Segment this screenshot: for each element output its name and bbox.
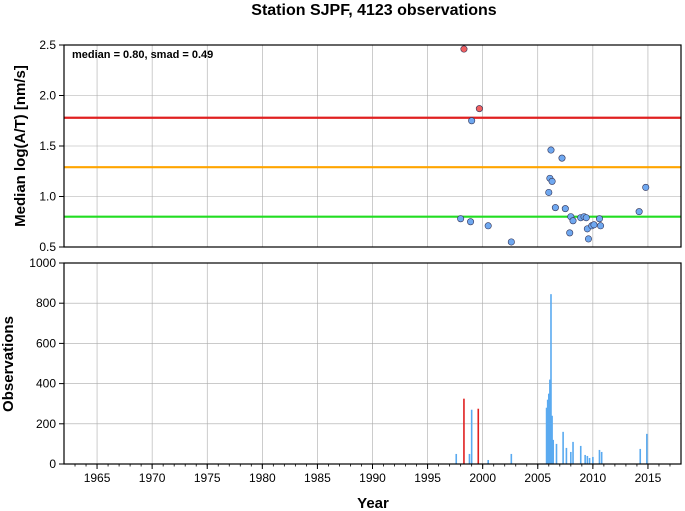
observation-bar [639, 448, 642, 464]
observation-bar [510, 453, 513, 464]
scatter-point [548, 177, 556, 185]
x-tick-label: 2005 [524, 471, 551, 485]
observation-bar [552, 439, 554, 464]
x-tick-label: 1985 [304, 471, 331, 485]
x-tick-label: 1990 [359, 471, 386, 485]
scatter-point [595, 215, 603, 223]
scatter-point [545, 188, 553, 196]
observation-bar [470, 409, 473, 464]
observation-bar [579, 445, 582, 464]
observation-bar [598, 449, 601, 464]
x-tick-label: 2000 [469, 471, 496, 485]
scatter-point [569, 217, 577, 225]
top-ylabel: Median log(A/T) [nm/s] [12, 65, 29, 227]
scatter-point [507, 238, 515, 246]
observation-bar [646, 433, 648, 464]
observation-bar [455, 453, 458, 464]
x-tick-label: 1975 [194, 471, 221, 485]
observation-bar [550, 294, 552, 464]
bottom-y-tick-label: 400 [36, 377, 56, 391]
bottom-bars [455, 294, 648, 464]
bottom-grid [64, 262, 681, 465]
scatter-point [642, 183, 650, 191]
scatter-point [566, 229, 574, 237]
scatter-point [475, 105, 483, 113]
scatter-point [484, 222, 492, 230]
observation-bar [545, 407, 548, 464]
x-tick-label: 1965 [84, 471, 111, 485]
bottom-xticks: 1965 1970 1975 1980 1985 1990 1995 2000 2005 2010… [74, 464, 671, 485]
top-panel: 0.5 1.0 1.5 2.0 2.5 median = 0.80, smad = 0.… [12, 38, 682, 254]
x-tick-label: 1980 [249, 471, 276, 485]
bottom-y-tick-label: 1000 [29, 256, 56, 270]
observation-bar [592, 456, 594, 464]
scatter-point [561, 205, 569, 213]
bottom-y-tick-label: 200 [36, 417, 56, 431]
observation-bar [562, 431, 564, 464]
scatter-point [597, 222, 605, 230]
observation-bar [565, 447, 568, 464]
x-tick-label: 2015 [635, 471, 662, 485]
observation-bar [477, 408, 480, 464]
x-tick-label: 2010 [580, 471, 607, 485]
chart-title: Station SJPF, 4123 observations [251, 2, 497, 19]
scatter-point [558, 154, 566, 162]
scatter-point [590, 221, 598, 229]
observation-bar [551, 415, 553, 464]
top-yticks: 0.5 1.0 1.5 2.0 2.5 [39, 38, 64, 254]
top-y-tick-label: 2.0 [39, 89, 56, 103]
scatter-point [468, 117, 476, 125]
top-y-tick-label: 2.5 [39, 38, 56, 52]
observation-bar [546, 399, 549, 464]
observation-bar [588, 457, 591, 464]
top-y-tick-label: 1.5 [39, 139, 56, 153]
stats-annotation: median = 0.80, smad = 0.49 [72, 49, 213, 61]
scatter-point [635, 208, 643, 216]
scatter-point [584, 235, 592, 243]
scatter-point [460, 45, 468, 53]
bottom-ylabel: Observations [0, 316, 17, 412]
observation-bar [547, 393, 550, 464]
scatter-point [551, 204, 559, 212]
scatter-point [457, 215, 465, 223]
bottom-y-tick-label: 800 [36, 296, 56, 310]
xlabel: Year [357, 495, 389, 511]
top-y-tick-label: 0.5 [39, 240, 56, 254]
observation-bar [570, 451, 572, 464]
top-points [457, 45, 650, 246]
observation-bar [468, 453, 471, 464]
observation-bar [586, 455, 589, 464]
x-tick-label: 1970 [139, 471, 166, 485]
bottom-yticks: 0 200 400 600 800 1000 [29, 256, 64, 471]
scatter-point [467, 218, 475, 226]
observation-bar [549, 379, 551, 464]
scatter-point [547, 146, 555, 154]
x-tick-label: 1995 [414, 471, 441, 485]
top-y-tick-label: 1.0 [39, 190, 56, 204]
bottom-y-tick-label: 600 [36, 336, 56, 350]
observation-bar [555, 443, 558, 464]
observation-bar [572, 441, 574, 464]
observation-bar [600, 451, 603, 464]
observation-bar [463, 398, 465, 464]
scatter-point [582, 214, 590, 222]
observation-bar [487, 459, 489, 464]
bottom-y-tick-label: 0 [49, 457, 56, 471]
observation-bar [584, 454, 586, 464]
